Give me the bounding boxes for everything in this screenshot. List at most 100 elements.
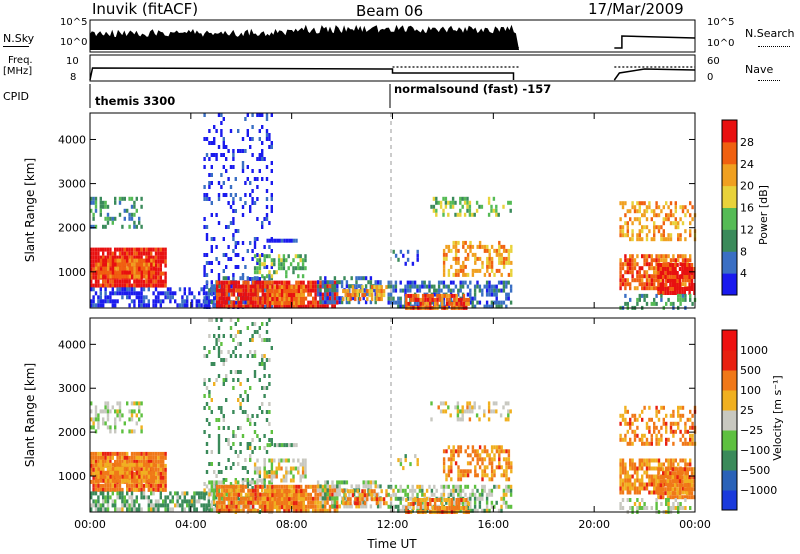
heatmap-cell — [510, 248, 513, 253]
heatmap-cell — [653, 286, 656, 291]
heatmap-cell — [130, 507, 134, 512]
heatmap-cell — [102, 251, 105, 256]
heatmap-cell — [92, 425, 95, 430]
heatmap-cell — [254, 292, 257, 297]
heatmap-cell — [655, 474, 658, 479]
heatmap-cell — [218, 500, 221, 505]
heatmap-cell — [107, 270, 110, 275]
heatmap-cell — [676, 283, 679, 287]
heatmap-cell — [154, 287, 158, 292]
heatmap-cell — [123, 262, 127, 267]
heatmap-cell — [126, 283, 129, 288]
heatmap-cell — [109, 291, 112, 296]
heatmap-cell — [130, 451, 134, 456]
heatmap-cell — [188, 507, 191, 512]
heatmap-cell — [653, 458, 656, 463]
heatmap-cell — [331, 304, 334, 309]
heatmap-cell — [135, 499, 138, 504]
heatmap-cell — [416, 492, 419, 497]
heatmap-cell — [660, 209, 663, 214]
heatmap-cell — [116, 487, 119, 492]
heatmap-cell — [462, 297, 466, 302]
heatmap-cell — [340, 496, 344, 501]
heatmap-cell — [154, 255, 158, 260]
heatmap-cell — [264, 492, 267, 497]
heatmap-cell — [135, 487, 138, 492]
heatmap-cell — [665, 301, 668, 306]
heatmap-cell — [624, 474, 627, 479]
heatmap-cell — [448, 502, 451, 506]
heatmap-cell — [621, 282, 625, 287]
heatmap-cell — [288, 238, 291, 243]
heatmap-cell — [256, 508, 260, 513]
heatmap-cell — [679, 205, 682, 210]
heatmap-cell — [92, 295, 95, 300]
heatmap-cell — [657, 205, 661, 210]
heatmap-cell — [261, 153, 264, 157]
heatmap-cell — [234, 301, 237, 305]
heatmap-cell — [154, 499, 158, 504]
heatmap-cell — [486, 449, 489, 454]
nsearch-legend-line — [758, 46, 790, 47]
heatmap-cell — [188, 287, 191, 292]
heatmap-cell — [641, 458, 644, 463]
heatmap-cell — [688, 271, 691, 275]
heatmap-cell — [672, 221, 675, 226]
heatmap-cell — [657, 283, 660, 287]
heatmap-cell — [154, 471, 158, 476]
heatmap-cell — [268, 238, 272, 243]
heatmap-cell — [217, 334, 221, 338]
heatmap-cell — [128, 247, 131, 252]
heatmap-cell — [466, 252, 470, 257]
heatmap-cell — [288, 301, 291, 306]
heatmap-cell — [121, 474, 124, 479]
heatmap-cell — [629, 482, 632, 487]
heatmap-cell — [447, 405, 450, 410]
heatmap-cell — [119, 270, 122, 275]
heatmap-cell — [688, 283, 691, 287]
heatmap-cell — [107, 462, 110, 467]
heatmap-cell — [288, 293, 291, 298]
heatmap-cell — [97, 451, 100, 456]
heatmap-cell — [92, 467, 95, 472]
heatmap-cell — [106, 491, 110, 496]
heatmap-cell — [454, 200, 457, 205]
heatmap-cell — [435, 488, 438, 493]
heatmap-cell — [111, 258, 115, 263]
heatmap-cell — [436, 293, 439, 298]
heatmap-cell — [150, 247, 153, 252]
heatmap-cell — [314, 484, 317, 489]
heatmap-cell — [478, 453, 482, 458]
heatmap-cell — [469, 469, 472, 474]
heatmap-cell — [186, 499, 189, 504]
heatmap-cell — [133, 409, 136, 414]
heatmap-cell — [333, 288, 337, 293]
heatmap-cell — [106, 295, 110, 300]
heatmap-cell — [157, 463, 160, 468]
heatmap-cell — [490, 457, 494, 462]
heatmap-cell — [340, 280, 344, 285]
heatmap-cell — [181, 499, 184, 504]
nave-label: Nave — [745, 63, 774, 76]
heatmap-cell — [169, 299, 172, 304]
heatmap-cell — [309, 500, 312, 505]
heatmap-cell — [343, 504, 346, 509]
heatmap-cell — [619, 474, 622, 479]
heatmap-cell — [319, 288, 322, 293]
heatmap-cell — [229, 326, 233, 330]
heatmap-cell — [444, 401, 448, 406]
heatmap-cell — [256, 280, 260, 285]
heatmap-cell — [244, 288, 248, 293]
heatmap-cell — [466, 461, 470, 466]
heatmap-cell — [261, 338, 264, 342]
heatmap-cell — [90, 259, 93, 264]
heatmap-cell — [449, 204, 452, 209]
heatmap-cell — [252, 492, 255, 497]
heatmap-cell — [106, 475, 110, 480]
heatmap-cell — [218, 496, 221, 501]
heatmap-cell — [369, 504, 373, 509]
heatmap-cell — [665, 466, 668, 471]
heatmap-cell — [225, 169, 228, 173]
heatmap-cell — [150, 267, 153, 272]
heatmap-cell — [258, 334, 261, 338]
